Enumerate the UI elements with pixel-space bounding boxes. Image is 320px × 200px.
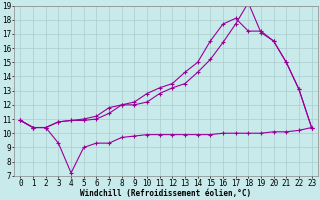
X-axis label: Windchill (Refroidissement éolien,°C): Windchill (Refroidissement éolien,°C) <box>80 189 252 198</box>
